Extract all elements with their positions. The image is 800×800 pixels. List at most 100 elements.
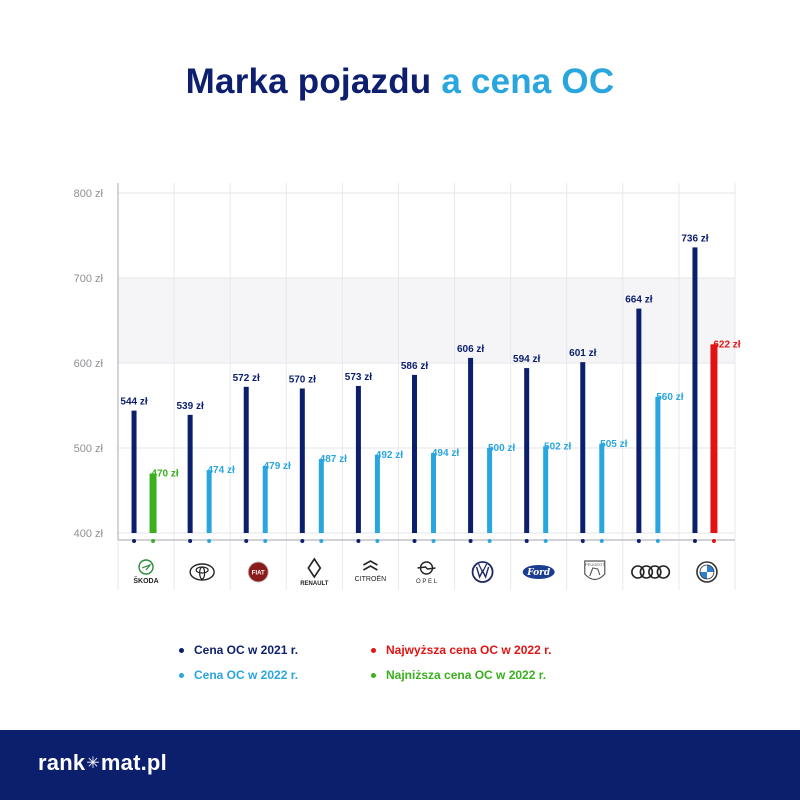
opel-bolt-icon [417, 566, 436, 570]
peugeot-logo-icon: PEUGEOT [584, 560, 606, 581]
footer-bar: rank ✳ mat.pl [0, 730, 800, 800]
bar-2021 [355, 385, 361, 533]
peugeot-logo-text: PEUGEOT [585, 562, 605, 567]
bar-2021 [524, 368, 530, 533]
citroen-logo-text: CITROËN [355, 575, 387, 583]
axis-dot-2022 [207, 539, 212, 543]
axis-dot-2021 [692, 539, 697, 543]
legend-item-highest: Najwyższa cena OC w 2022 r. [371, 643, 551, 657]
legend-item-lowest: Najniższa cena OC w 2022 r. [371, 668, 551, 682]
data-label-2021: 586 zł [401, 361, 428, 372]
audi-ring-icon [631, 565, 645, 579]
legend-dot-lowest [371, 672, 376, 678]
bmw-inner-ring-icon [699, 564, 715, 580]
bar-2021 [187, 414, 193, 533]
bmw-quarter-blue-icon [706, 565, 714, 572]
data-label-2021: 570 zł [289, 375, 316, 386]
toyota-vertical-ring-icon [199, 566, 206, 580]
bar-2022 [262, 465, 268, 533]
toyota-logo-icon [189, 563, 215, 581]
data-label-2022: 492 zł [376, 450, 403, 461]
axis-dot-2021 [244, 539, 249, 543]
skoda-logo-icon: ŠKODA [133, 559, 159, 585]
bar-2022 [149, 473, 157, 533]
citroen-chevron-top-icon [363, 560, 378, 566]
data-label-2022: 500 zł [488, 443, 515, 454]
fiat-logo-text: FIAT [252, 571, 265, 577]
legend-dot-highest [371, 647, 376, 653]
bar-2021 [580, 362, 586, 533]
legend-dot-2021 [179, 647, 184, 653]
axis-dot-2021 [188, 539, 193, 543]
data-label-2022: 560 zł [656, 392, 683, 403]
bar-2021 [131, 410, 137, 533]
legend-label-highest: Najwyższa cena OC w 2022 r. [386, 643, 552, 657]
data-label-2021: 594 zł [513, 354, 540, 365]
bar-2022 [599, 443, 605, 533]
data-label-2021: 573 zł [345, 372, 372, 383]
axis-dot-2021 [524, 539, 529, 543]
renault-logo-text: RENAULT [300, 581, 329, 587]
legend-item-2022: Cena OC w 2022 r. [179, 668, 298, 682]
title-part-brand: Marka pojazdu [185, 62, 432, 101]
axis-dot-2022 [543, 539, 548, 543]
opel-logo-text: O P E L [416, 579, 438, 585]
data-label-2022: 474 zł [208, 465, 235, 476]
legend-label-2022: Cena OC w 2022 r. [194, 668, 299, 682]
brand-text-right: mat.pl [100, 750, 167, 775]
bar-2021 [412, 374, 417, 533]
y-tick-label: 800 zł [74, 188, 104, 200]
vw-ring-icon [471, 561, 494, 583]
legend-left: Cena OC w 2021 r. Cena OC w 2022 r. [179, 643, 298, 693]
renault-logo-icon: RENAULT [300, 557, 329, 587]
axis-dot-2022 [151, 539, 156, 543]
ford-oval-icon [522, 565, 555, 579]
bar-2022 [431, 453, 436, 533]
bar-2021 [468, 357, 474, 533]
axis-dot-2021 [132, 539, 137, 543]
citroen-chevron-bottom-icon [363, 565, 378, 571]
data-label-2022: 470 zł [151, 469, 178, 480]
bar-2022 [487, 448, 493, 533]
legend-label-2021: Cena OC w 2021 r. [194, 643, 299, 657]
data-label-2021: 606 zł [457, 344, 484, 355]
fiat-badge-icon [247, 561, 269, 583]
data-label-2022: 622 zł [713, 339, 740, 350]
bmw-logo-icon [696, 561, 718, 583]
axis-dot-2021 [356, 539, 361, 543]
axis-dot-2022 [263, 539, 268, 543]
rankomat-logo[interactable]: rank ✳ mat.pl [38, 750, 167, 776]
peugeot-lion-icon [589, 567, 601, 577]
bar-2022 [710, 344, 718, 533]
data-label-2021: 664 zł [625, 295, 652, 306]
data-label-2022: 494 zł [432, 448, 459, 459]
bar-2021 [243, 386, 249, 533]
axis-dot-2021 [300, 539, 305, 543]
axis-dot-2022 [599, 539, 604, 543]
data-label-2021: 539 zł [177, 401, 204, 412]
legend-right: Najwyższa cena OC w 2022 r. Najniższa ce… [371, 643, 551, 693]
legend-dot-2022 [179, 672, 184, 678]
data-label-2021: 601 zł [569, 348, 596, 359]
page-title: Marka pojazdu a cena OC [0, 62, 800, 102]
audi-ring-icon [648, 565, 662, 579]
skoda-arrow-icon [141, 563, 152, 571]
bar-2021 [692, 247, 698, 533]
data-label-2021: 736 zł [681, 233, 708, 244]
bar-2021 [636, 308, 642, 533]
data-label-2021: 544 zł [120, 397, 147, 408]
axis-dot-2022 [375, 539, 380, 543]
audi-ring-icon [656, 565, 671, 579]
bar-2021 [299, 388, 305, 533]
y-tick-label: 600 zł [74, 358, 104, 370]
axis-dot-2022 [487, 539, 492, 543]
bar-2022 [543, 446, 549, 533]
axis-dot-2022 [431, 539, 436, 543]
data-label-2022: 479 zł [264, 461, 291, 472]
bar-2022 [318, 459, 324, 533]
legend-label-lowest: Najniższa cena OC w 2022 r. [386, 668, 547, 682]
axis-dot-2021 [580, 539, 585, 543]
legend-item-2021: Cena OC w 2021 r. [179, 643, 298, 657]
citroen-logo-icon: CITROËN [355, 560, 387, 583]
data-label-2022: 502 zł [544, 441, 571, 452]
